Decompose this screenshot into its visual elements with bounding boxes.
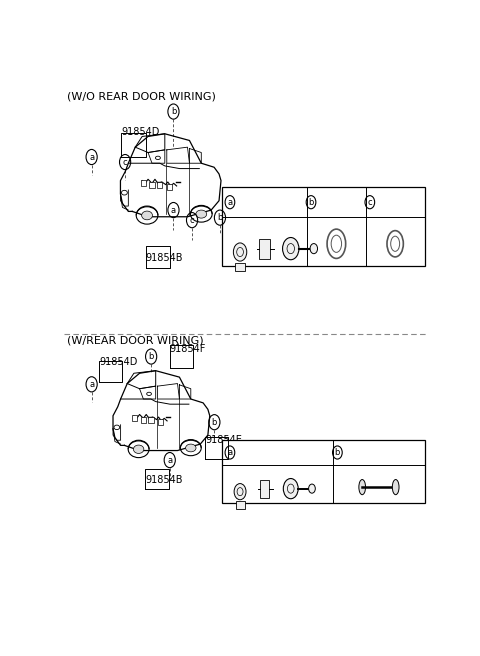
Text: 91854B: 91854B xyxy=(145,253,183,263)
Text: b: b xyxy=(335,448,340,457)
Text: b: b xyxy=(148,352,154,361)
Text: 91854B: 91854B xyxy=(145,476,183,485)
Circle shape xyxy=(234,483,246,500)
Text: a: a xyxy=(171,205,176,215)
Ellipse shape xyxy=(133,445,144,453)
FancyBboxPatch shape xyxy=(260,480,269,498)
Text: a: a xyxy=(89,380,94,389)
FancyBboxPatch shape xyxy=(259,239,270,258)
FancyBboxPatch shape xyxy=(148,417,154,422)
Ellipse shape xyxy=(196,210,207,218)
Text: 91768A: 91768A xyxy=(317,197,352,207)
Text: a: a xyxy=(228,448,232,457)
Text: 91854D: 91854D xyxy=(99,357,137,367)
Text: c: c xyxy=(123,157,127,167)
Text: 91413: 91413 xyxy=(224,224,248,234)
Text: (W/REAR DOOR WIRING): (W/REAR DOOR WIRING) xyxy=(67,335,204,345)
Text: 91513A: 91513A xyxy=(224,232,253,241)
Text: c: c xyxy=(190,216,194,224)
Text: 91713: 91713 xyxy=(376,197,405,207)
Text: a: a xyxy=(89,152,94,161)
Text: b: b xyxy=(217,213,223,222)
Text: 91514: 91514 xyxy=(344,448,372,457)
Circle shape xyxy=(309,484,315,493)
FancyBboxPatch shape xyxy=(222,440,424,503)
FancyBboxPatch shape xyxy=(158,419,163,425)
Circle shape xyxy=(283,237,299,260)
Text: 91413: 91413 xyxy=(224,468,248,478)
Text: a: a xyxy=(167,455,172,464)
Text: c: c xyxy=(368,197,372,207)
FancyBboxPatch shape xyxy=(236,501,244,509)
Circle shape xyxy=(310,243,318,254)
Text: 91854D: 91854D xyxy=(121,127,160,137)
Text: 91854F: 91854F xyxy=(170,344,206,354)
FancyBboxPatch shape xyxy=(235,263,245,271)
FancyBboxPatch shape xyxy=(222,188,424,266)
Text: (W/O REAR DOOR WIRING): (W/O REAR DOOR WIRING) xyxy=(67,91,216,102)
Text: 91513A: 91513A xyxy=(224,476,253,485)
FancyBboxPatch shape xyxy=(149,182,155,188)
Text: 91219: 91219 xyxy=(224,483,248,491)
Text: 91219: 91219 xyxy=(224,240,248,249)
Text: a: a xyxy=(228,197,232,207)
Text: b: b xyxy=(308,197,314,207)
Circle shape xyxy=(283,478,298,499)
Text: b: b xyxy=(212,418,217,426)
FancyBboxPatch shape xyxy=(141,180,146,186)
Text: 91854E: 91854E xyxy=(205,435,242,445)
Circle shape xyxy=(233,243,247,261)
Ellipse shape xyxy=(186,444,196,452)
FancyBboxPatch shape xyxy=(141,417,146,422)
FancyBboxPatch shape xyxy=(167,184,172,190)
FancyBboxPatch shape xyxy=(132,415,137,421)
Ellipse shape xyxy=(142,211,153,220)
FancyBboxPatch shape xyxy=(157,182,163,188)
Text: b: b xyxy=(171,107,176,116)
Ellipse shape xyxy=(392,480,399,495)
Ellipse shape xyxy=(359,480,366,495)
